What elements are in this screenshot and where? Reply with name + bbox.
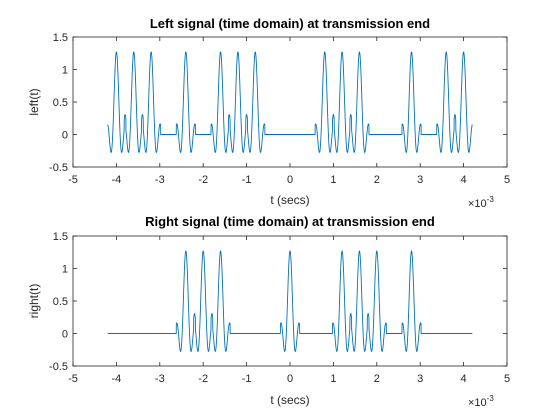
x-tick-label: 0 xyxy=(287,174,293,186)
x-tick-label: 2 xyxy=(374,174,380,186)
x-tick-label: -5 xyxy=(68,373,78,385)
x-tick-label: -2 xyxy=(198,174,208,186)
y-axis-label: left(t) xyxy=(27,88,41,115)
axis-ticks: -5 -4 -3 -2 -1 0 1 2 3 4 5 -0.5 0 0.5 1 1.5 xyxy=(49,32,510,186)
x-tick-label: 2 xyxy=(374,373,380,385)
x-tick-label: 1 xyxy=(330,373,336,385)
x-tick-label: -1 xyxy=(242,373,252,385)
y-tick-label: 0.5 xyxy=(53,97,68,109)
x-tick-label: -4 xyxy=(112,373,122,385)
plot-area xyxy=(107,250,473,352)
x-scale-base: ×10 xyxy=(468,198,487,210)
x-tick-label: -5 xyxy=(68,174,78,186)
subplot-right-signal: Right signal (time domain) at transmissi… xyxy=(27,214,510,409)
x-tick-label: 3 xyxy=(417,174,423,186)
x-tick-label: -4 xyxy=(112,174,122,186)
x-axis-label: t (secs) xyxy=(270,193,309,207)
x-axis-label: t (secs) xyxy=(270,393,309,407)
y-tick-label: -0.5 xyxy=(49,361,68,373)
x-tick-label: 1 xyxy=(330,174,336,186)
y-tick-label: 1.5 xyxy=(53,32,68,44)
x-tick-label: 4 xyxy=(461,174,467,186)
x-scale-exponent: ×10-3 xyxy=(468,394,494,409)
x-tick-label: 5 xyxy=(504,373,510,385)
y-tick-label: 0 xyxy=(62,130,68,142)
x-scale-base: ×10 xyxy=(468,397,487,409)
x-scale-power: -3 xyxy=(487,394,495,403)
chart-title: Left signal (time domain) at transmissio… xyxy=(150,16,430,31)
y-axis-label: right(t) xyxy=(27,284,41,319)
plot-area xyxy=(107,51,473,153)
signal-series-line xyxy=(107,250,473,352)
x-scale-exponent: ×10-3 xyxy=(468,195,494,210)
x-tick-label: 0 xyxy=(287,373,293,385)
axis-ticks: -5 -4 -3 -2 -1 0 1 2 3 4 5 -0.5 0 0.5 1 1.5 xyxy=(49,231,510,385)
x-tick-label: -3 xyxy=(155,174,165,186)
x-tick-label: -1 xyxy=(242,174,252,186)
y-tick-label: 1.5 xyxy=(53,231,68,243)
x-tick-label: 5 xyxy=(504,174,510,186)
signal-series-line xyxy=(107,51,473,153)
y-tick-label: 1 xyxy=(62,264,68,276)
x-tick-label: -2 xyxy=(198,373,208,385)
y-tick-label: 1 xyxy=(62,65,68,77)
y-tick-label: -0.5 xyxy=(49,162,68,174)
y-tick-label: 0.5 xyxy=(53,296,68,308)
x-scale-power: -3 xyxy=(487,195,495,204)
chart-title: Right signal (time domain) at transmissi… xyxy=(145,214,435,229)
x-tick-label: -3 xyxy=(155,373,165,385)
x-tick-label: 4 xyxy=(461,373,467,385)
subplot-left-signal: Left signal (time domain) at transmissio… xyxy=(27,16,510,210)
y-tick-label: 0 xyxy=(62,329,68,341)
x-tick-label: 3 xyxy=(417,373,423,385)
